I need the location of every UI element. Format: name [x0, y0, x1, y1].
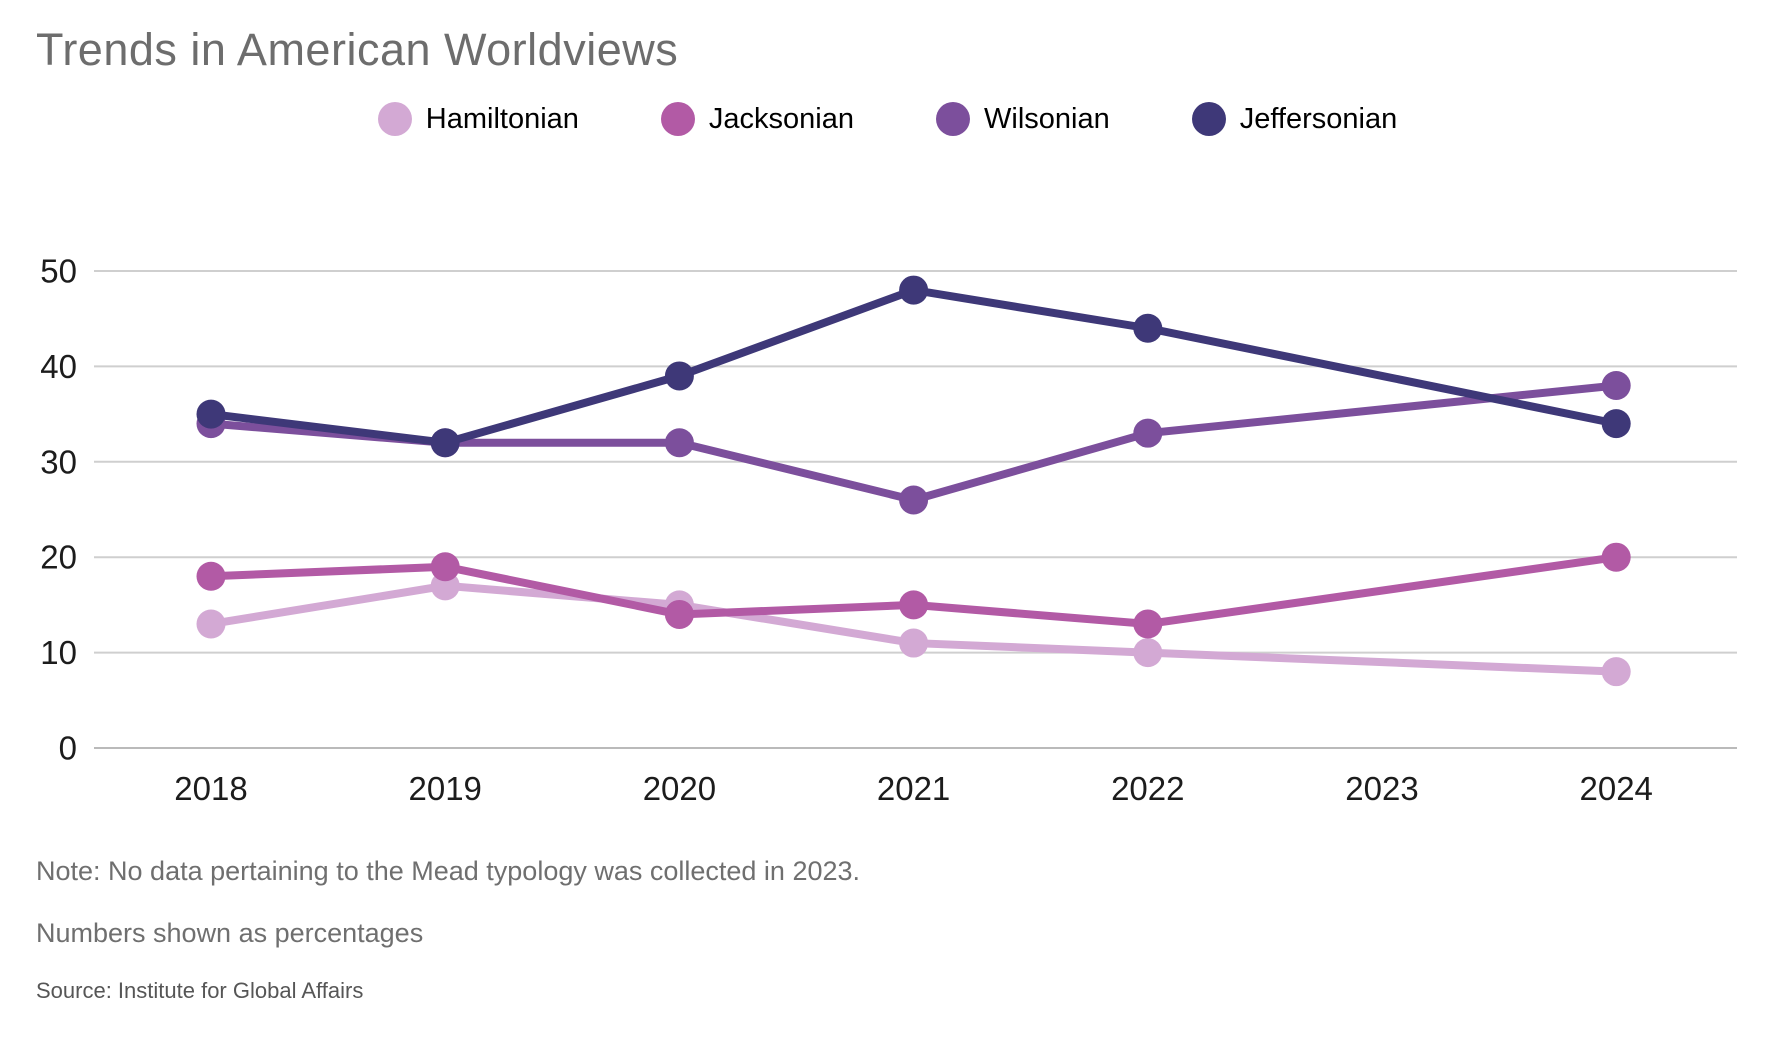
legend-label-wilsonian: Wilsonian — [984, 102, 1110, 135]
data-point-jeffersonian-2018 — [196, 399, 226, 429]
legend-item-hamiltonian: Hamiltonian — [377, 102, 579, 136]
chart-note-units: Numbers shown as percentages — [36, 918, 424, 948]
legend-item-jacksonian: Jacksonian — [660, 102, 855, 136]
series-line-jacksonian — [210, 553, 1617, 629]
data-point-jacksonian-2019 — [430, 552, 460, 582]
x-tick-label-2024: 2024 — [1579, 770, 1652, 807]
legend-swatch-wilsonian — [936, 102, 971, 136]
x-tick-label-2020: 2020 — [643, 770, 716, 807]
y-tick-label-10: 10 — [40, 634, 77, 671]
x-tick-label-2021: 2021 — [877, 770, 950, 807]
legend-label-jacksonian: Jacksonian — [708, 102, 855, 135]
data-point-jeffersonian-2022 — [1133, 313, 1163, 343]
data-point-hamiltonian-2024 — [1601, 657, 1631, 687]
chart-legend: Hamiltonian Jacksonian Wilsonian Jeffersoni… — [0, 102, 1775, 136]
data-point-jacksonian-2018 — [196, 561, 226, 591]
data-point-wilsonian-2022 — [1133, 418, 1163, 448]
legend-item-wilsonian: Wilsonian — [936, 102, 1110, 136]
x-tick-label-2018: 2018 — [174, 770, 247, 807]
series-line-hamiltonian — [210, 581, 1617, 676]
data-point-jeffersonian-2021 — [899, 275, 929, 305]
data-point-jeffersonian-2024 — [1601, 409, 1631, 439]
data-point-wilsonian-2024 — [1601, 370, 1631, 400]
page-title: Trends in American Worldviews — [36, 24, 679, 75]
data-point-hamiltonian-2021 — [899, 628, 929, 658]
data-point-hamiltonian-2018 — [196, 609, 226, 639]
x-tick-label-2022: 2022 — [1111, 770, 1184, 807]
data-point-jacksonian-2021 — [899, 590, 929, 620]
data-point-jacksonian-2022 — [1133, 609, 1163, 639]
data-point-wilsonian-2020 — [664, 428, 694, 458]
legend-swatch-hamiltonian — [377, 102, 412, 136]
x-tick-label-2023: 2023 — [1345, 770, 1418, 807]
y-tick-label-0: 0 — [59, 730, 77, 767]
data-point-hamiltonian-2022 — [1133, 638, 1163, 668]
legend-swatch-jacksonian — [660, 102, 695, 136]
y-tick-label-30: 30 — [40, 443, 77, 480]
legend-item-jeffersonian: Jeffersonian — [1191, 102, 1398, 136]
x-tick-label-2019: 2019 — [408, 770, 481, 807]
legend-label-hamiltonian: Hamiltonian — [425, 102, 579, 135]
data-point-jacksonian-2024 — [1601, 542, 1631, 572]
data-point-jeffersonian-2020 — [664, 361, 694, 391]
series-line-jeffersonian — [210, 285, 1617, 447]
legend-swatch-jeffersonian — [1191, 102, 1226, 136]
y-tick-label-50: 50 — [40, 253, 77, 290]
data-point-jacksonian-2020 — [664, 599, 694, 629]
y-tick-label-20: 20 — [40, 539, 77, 576]
data-point-jeffersonian-2019 — [430, 428, 460, 458]
data-point-wilsonian-2021 — [899, 485, 929, 515]
source-attribution: Source: Institute for Global Affairs — [36, 978, 364, 1003]
chart-note-missing-data: Note: No data pertaining to the Mead typ… — [36, 856, 861, 886]
y-tick-label-40: 40 — [40, 348, 77, 385]
legend-label-jeffersonian: Jeffersonian — [1239, 102, 1398, 135]
